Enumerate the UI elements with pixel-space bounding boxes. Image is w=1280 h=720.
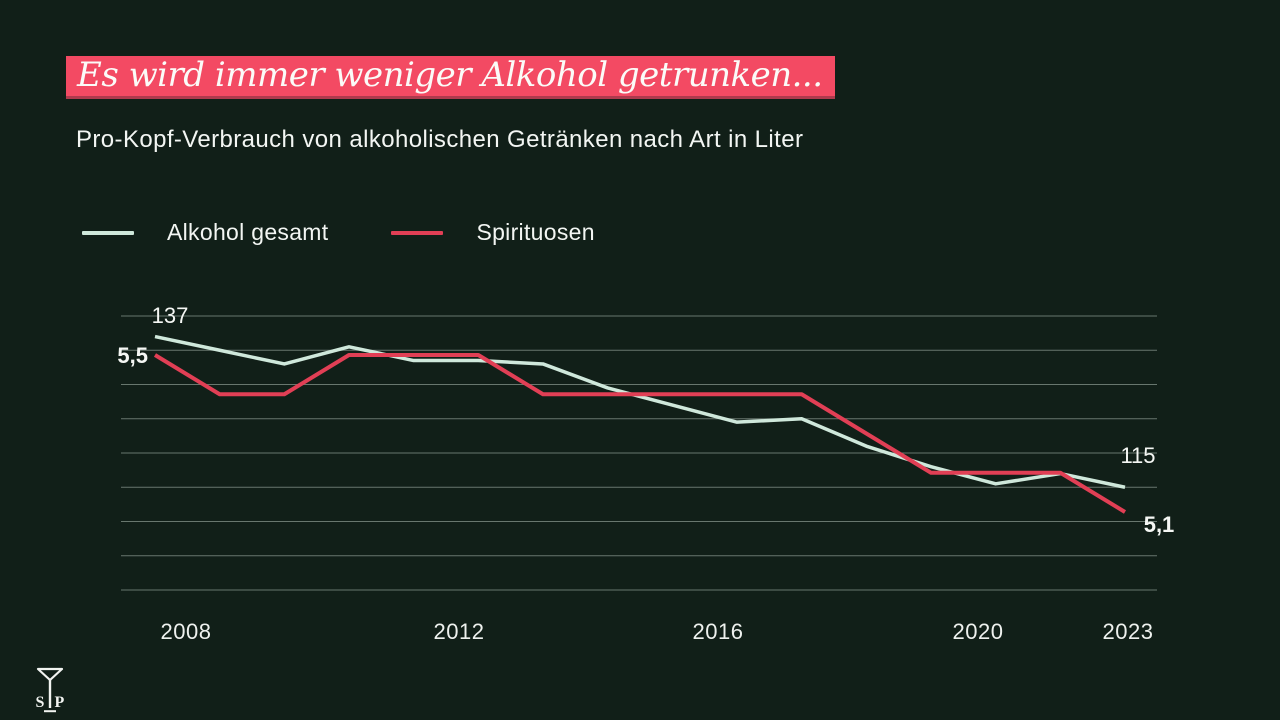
legend-label-spirituosen: Spirituosen — [476, 219, 595, 245]
x-axis: 2008 2012 2016 2020 2023 — [0, 619, 1280, 649]
x-tick-label-2023: 2023 — [1102, 619, 1154, 644]
x-tick-label-2008: 2008 — [160, 619, 212, 644]
legend-item-spirituosen: Spirituosen — [391, 219, 595, 246]
label-spirits-end: 5,1 — [1143, 512, 1175, 537]
series-line-alkohol-gesamt — [154, 334, 1126, 489]
label-spirits-start: 5,5 — [117, 343, 148, 368]
logo-base — [44, 710, 56, 713]
x-tick-label-2020: 2020 — [952, 619, 1004, 644]
label-total-end: 115 — [1120, 443, 1156, 468]
slide-title-highlight: Es wird immer weniger Alkohol getrunken.… — [66, 55, 835, 99]
legend-item-alkohol-gesamt: Alkohol gesamt — [82, 219, 328, 246]
logo-letter-p: P — [55, 694, 65, 711]
slide-title: Es wird immer weniger Alkohol getrunken.… — [77, 55, 823, 95]
legend-label-alkohol-gesamt: Alkohol gesamt — [167, 219, 329, 245]
legend-swatch-alkohol-gesamt — [82, 230, 134, 235]
martini-glass-icon — [36, 667, 64, 682]
x-tick-label-2016: 2016 — [692, 619, 744, 644]
logo-letter-s: S — [36, 694, 45, 711]
chart-subtitle: Pro-Kopf-Verbrauch von alkoholischen Get… — [76, 126, 804, 153]
x-tick-label-2012: 2012 — [433, 619, 485, 644]
gridlines — [121, 315, 1157, 591]
series-line-spirituosen — [153, 353, 1127, 514]
sip-logo: S P — [36, 667, 65, 713]
chart-legend: Alkohol gesamt Spirituosen — [82, 219, 595, 246]
label-total-start: 137 — [151, 303, 189, 328]
legend-swatch-spirituosen — [391, 230, 444, 235]
